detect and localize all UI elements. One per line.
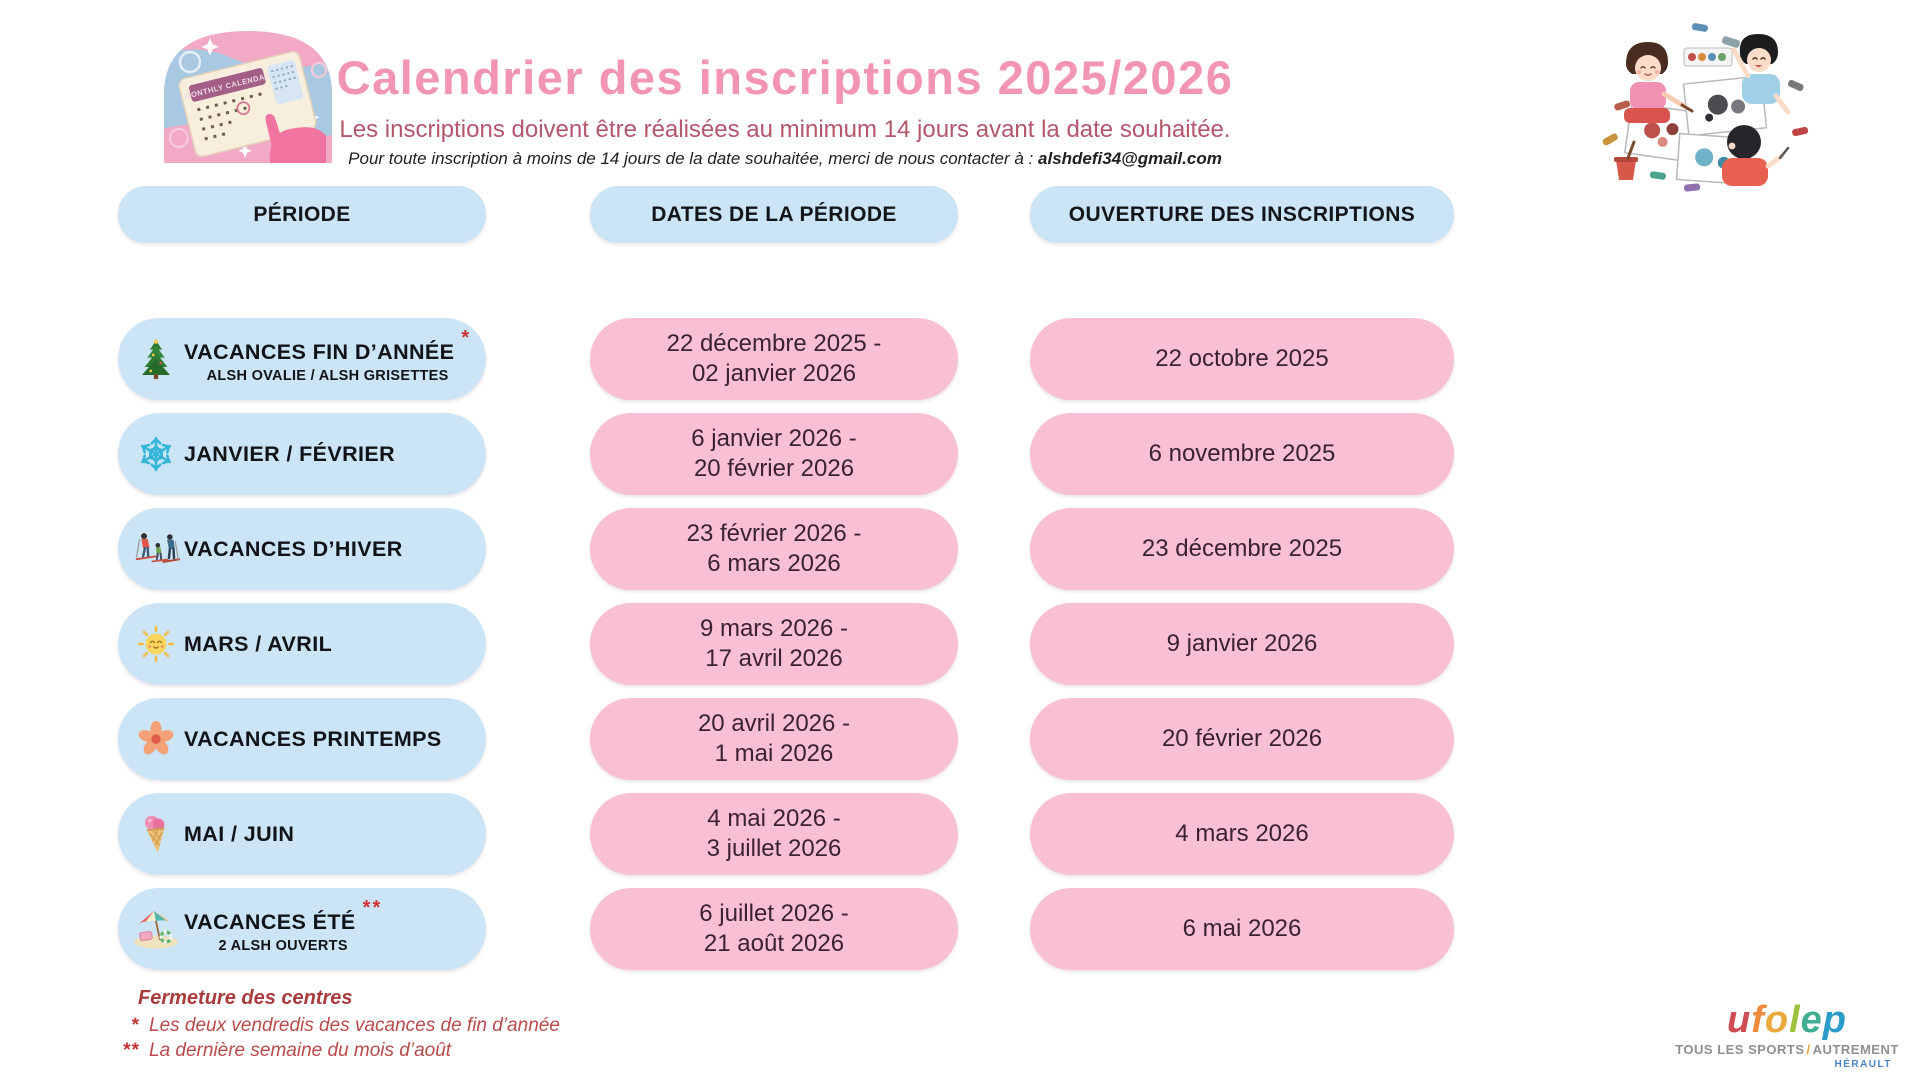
period-text: VACANCES PRINTEMPS (184, 727, 442, 752)
footnote-text: La dernière semaine du mois d’août (149, 1040, 452, 1061)
dates-cell: 6 janvier 2026 - 20 février 2026 (590, 413, 958, 495)
footnote-marker: ** (123, 1040, 140, 1061)
table-row: VACANCES PRINTEMPS 20 avril 2026 - 1 mai… (0, 698, 1920, 780)
dates-line1: 4 mai 2026 - (707, 805, 841, 832)
ufolep-tagline: TOUS LES SPORTS / AUTREMENT (1675, 1042, 1899, 1057)
period-text: MARS / AVRIL (184, 632, 332, 657)
dates-line2: 17 avril 2026 (705, 645, 843, 672)
ice-cream-icon (132, 813, 180, 855)
contact-email: alshdefi34@gmail.com (1038, 148, 1222, 168)
footnote-marker: * (131, 1015, 140, 1036)
header: Calendrier des inscriptions 2025/2026 Le… (270, 52, 1300, 169)
period-label: VACANCES ÉTÉ** (184, 897, 383, 935)
period-text: VACANCES D’HIVER (184, 537, 403, 562)
opening-cell: 23 décembre 2025 (1030, 508, 1454, 590)
page-title: Calendrier des inscriptions 2025/2026 (336, 51, 1234, 104)
dates-line2: 3 juillet 2026 (706, 835, 842, 862)
asterisk-marker: * (461, 327, 472, 350)
period-sublabel: 2 ALSH OUVERTS (218, 937, 348, 954)
flower-icon (132, 721, 180, 757)
christmas-tree-icon (132, 339, 180, 379)
period-label: VACANCES D’HIVER (184, 536, 403, 561)
dates-line2: 20 février 2026 (693, 455, 855, 482)
footnotes: Fermeture des centres * Les deux vendred… (104, 987, 560, 1063)
dates-cell: 9 mars 2026 - 17 avril 2026 (590, 603, 958, 685)
opening-cell: 6 mai 2026 (1030, 888, 1454, 970)
period-text: MAI / JUIN (184, 822, 294, 847)
period-cell: MARS / AVRIL (118, 603, 486, 685)
subtitle: Les inscriptions doivent être réalisées … (339, 115, 1231, 143)
table-row: MARS / AVRIL 9 mars 2026 - 17 avril 2026… (0, 603, 1920, 685)
dates-line2: 21 août 2026 (703, 930, 845, 957)
footnote-item: * Les deux vendredis des vacances de fin… (104, 1013, 560, 1038)
dates-line2: 6 mars 2026 (707, 550, 841, 577)
dates-line1: 20 avril 2026 - (697, 710, 851, 737)
kids-painting-illustration (1592, 10, 1820, 197)
dates-line2: 1 mai 2026 (714, 740, 834, 767)
contact-note: Pour toute inscription à moins de 14 jou… (270, 149, 1300, 169)
ufolep-region: HÉRAULT (1834, 1059, 1892, 1070)
column-header-dates: DATES DE LA PÉRIODE (590, 186, 958, 243)
table-row: VACANCES FIN D’ANNÉE* ALSH OVALIE / ALSH… (0, 318, 1920, 400)
period-label: VACANCES FIN D’ANNÉE* (184, 327, 472, 365)
dates-cell: 22 décembre 2025 - 02 janvier 2026 (590, 318, 958, 400)
footnote-text: Les deux vendredis des vacances de fin d… (149, 1015, 560, 1036)
period-cell: VACANCES PRINTEMPS (118, 698, 486, 780)
period-text: JANVIER / FÉVRIER (184, 442, 395, 467)
footnote-item: ** La dernière semaine du mois d’août (104, 1038, 560, 1063)
sun-icon (132, 625, 180, 663)
dates-line1: 6 juillet 2026 - (699, 900, 849, 927)
period-label: VACANCES PRINTEMPS (184, 726, 442, 751)
table-row: VACANCES ÉTÉ** 2 ALSH OUVERTS 6 juillet … (0, 888, 1920, 970)
period-cell: MAI / JUIN (118, 793, 486, 875)
dates-cell: 6 juillet 2026 - 21 août 2026 (590, 888, 958, 970)
dates-line1: 22 décembre 2025 - (666, 330, 882, 357)
beach-umbrella-icon (132, 909, 180, 949)
period-label: MARS / AVRIL (184, 631, 333, 656)
period-label: JANVIER / FÉVRIER (184, 441, 396, 466)
period-cell: VACANCES FIN D’ANNÉE* ALSH OVALIE / ALSH… (118, 318, 486, 400)
table-row: JANVIER / FÉVRIER 6 janvier 2026 - 20 fé… (0, 413, 1920, 495)
opening-cell: 22 octobre 2025 (1030, 318, 1454, 400)
opening-cell: 20 février 2026 (1030, 698, 1454, 780)
snowflake-icon (132, 436, 180, 472)
ufolep-logo: ufolep TOUS LES SPORTS / AUTREMENT HÉRAULT (1672, 1001, 1902, 1070)
dates-cell: 20 avril 2026 - 1 mai 2026 (590, 698, 958, 780)
calendar-illustration: MONTHLY CALENDAR (148, 18, 348, 168)
footnotes-title: Fermeture des centres (138, 987, 353, 1009)
table-row: VACANCES D’HIVER 23 février 2026 - 6 mar… (0, 508, 1920, 590)
period-cell: VACANCES ÉTÉ** 2 ALSH OUVERTS (118, 888, 486, 970)
period-text: VACANCES ÉTÉ** 2 ALSH OUVERTS (184, 897, 383, 954)
kids-painting-graphic (1602, 23, 1809, 192)
skiers-icon (132, 529, 180, 569)
dates-cell: 23 février 2026 - 6 mars 2026 (590, 508, 958, 590)
contact-note-text: Pour toute inscription à moins de 14 jou… (348, 148, 1039, 168)
dates-line2: 02 janvier 2026 (691, 360, 857, 387)
period-sublabel: ALSH OVALIE / ALSH GRISETTES (206, 367, 449, 384)
column-header-ouverture: OUVERTURE DES INSCRIPTIONS (1030, 186, 1454, 243)
dates-line1: 9 mars 2026 - (699, 615, 849, 642)
opening-cell: 9 janvier 2026 (1030, 603, 1454, 685)
opening-cell: 6 novembre 2025 (1030, 413, 1454, 495)
column-header-periode: PÉRIODE (118, 186, 486, 243)
opening-cell: 4 mars 2026 (1030, 793, 1454, 875)
table-row: MAI / JUIN 4 mai 2026 - 3 juillet 2026 4… (0, 793, 1920, 875)
calendar-illustration-graphic: MONTHLY CALENDAR (164, 31, 332, 163)
dates-cell: 4 mai 2026 - 3 juillet 2026 (590, 793, 958, 875)
dates-line1: 6 janvier 2026 - (691, 425, 857, 452)
period-text: VACANCES FIN D’ANNÉE* ALSH OVALIE / ALSH… (184, 327, 472, 384)
period-cell: VACANCES D’HIVER (118, 508, 486, 590)
period-label: MAI / JUIN (184, 821, 295, 846)
ufolep-brand: ufolep (1726, 999, 1847, 1041)
dates-line1: 23 février 2026 - (686, 520, 862, 547)
period-cell: JANVIER / FÉVRIER (118, 413, 486, 495)
asterisk-marker: ** (362, 897, 383, 920)
